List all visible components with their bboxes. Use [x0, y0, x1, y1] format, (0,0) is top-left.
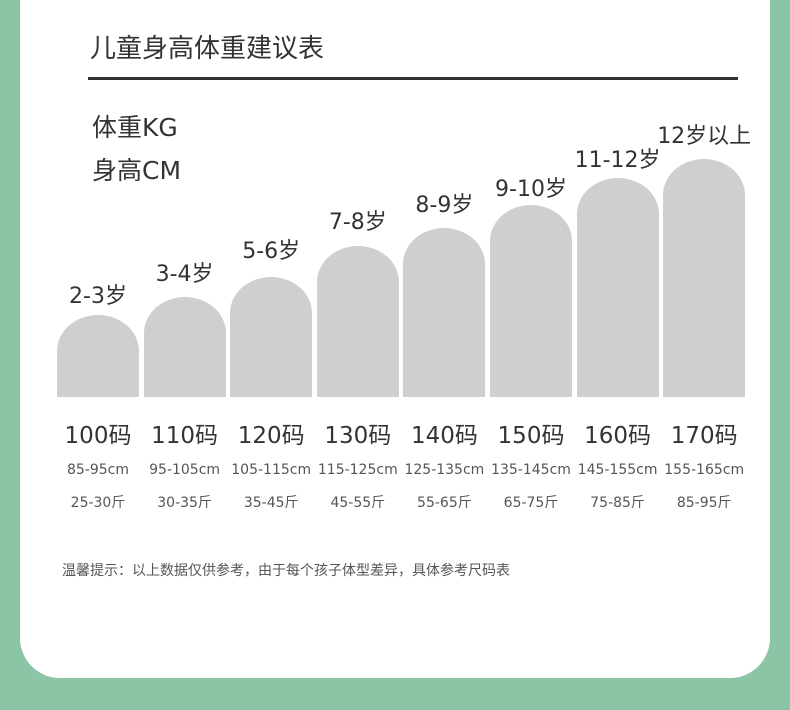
size-label: 170码 [670, 423, 738, 449]
weight-range: 65-75斤 [503, 495, 559, 511]
size-label: 140码 [410, 423, 478, 449]
title: 儿童身高体重建议表 [90, 34, 325, 64]
size-shape [576, 178, 659, 397]
size-shape [230, 277, 313, 397]
weight-range: 30-35斤 [157, 495, 212, 511]
size-shape [663, 159, 746, 397]
size-label: 120码 [237, 423, 305, 449]
note: 温馨提示：以上数据仅供参考，由于每个孩子体型差异，具体参考尺码表 [62, 563, 510, 579]
weight-label: 体重KG [92, 113, 178, 142]
age-label: 9-10岁 [495, 177, 567, 202]
age-label: 11-12岁 [574, 148, 661, 173]
size-shape [403, 228, 486, 397]
height-range: 115-125cm [317, 462, 398, 478]
height-range: 145-155cm [577, 462, 658, 478]
age-label: 12岁以上 [657, 124, 752, 149]
size-label: 150码 [497, 423, 565, 449]
age-label: 7-8岁 [328, 210, 387, 235]
height-range: 105-115cm [231, 462, 312, 478]
size-shape [57, 315, 139, 397]
age-label: 5-6岁 [242, 239, 301, 264]
weight-range: 25-30斤 [70, 495, 126, 511]
height-range: 135-145cm [491, 462, 571, 478]
weight-range: 55-65斤 [417, 495, 472, 511]
divider [88, 77, 738, 80]
height-range: 125-135cm [404, 462, 485, 478]
size-shape [316, 246, 399, 397]
size-label: 100码 [64, 423, 132, 449]
size-label: 160码 [584, 423, 652, 449]
height-label: 身高CM [92, 156, 182, 185]
weight-range: 45-55斤 [330, 495, 386, 511]
age-label: 3-4岁 [155, 262, 214, 287]
size-label: 130码 [324, 423, 392, 449]
weight-range: 85-95斤 [676, 495, 732, 511]
weight-range: 35-45斤 [243, 495, 299, 511]
size-label: 110码 [151, 423, 219, 449]
age-label: 2-3岁 [69, 284, 127, 309]
height-range: 155-165cm [664, 462, 745, 478]
height-range: 85-95cm [66, 462, 130, 478]
size-shape [490, 205, 572, 397]
height-range: 95-105cm [149, 462, 221, 478]
weight-range: 75-85斤 [590, 495, 645, 511]
age-label: 8-9岁 [415, 193, 474, 218]
size-shape [143, 297, 226, 397]
